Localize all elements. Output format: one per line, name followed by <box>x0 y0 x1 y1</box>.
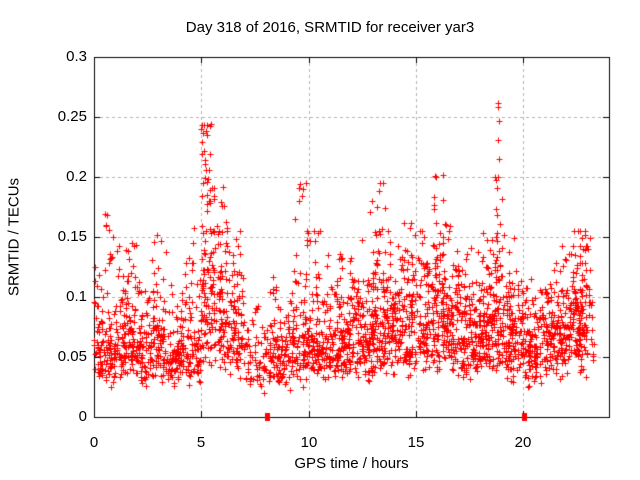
y-tick-label: 0.15 <box>57 228 87 245</box>
x-tick-label: 0 <box>89 434 99 451</box>
x-tick-label: 15 <box>407 434 425 451</box>
x-tick-label: 10 <box>300 434 318 451</box>
x-tick-label: 20 <box>514 434 532 451</box>
x-tick-label: 5 <box>196 434 206 451</box>
y-tick-label: 0.1 <box>66 288 87 305</box>
y-tick-label: 0.05 <box>57 348 87 365</box>
y-tick-label: 0.25 <box>57 108 87 125</box>
y-tick-label: 0.3 <box>66 48 87 65</box>
y-tick-label: 0.2 <box>66 168 87 185</box>
chart-title: Day 318 of 2016, SRMTID for receiver yar… <box>185 19 475 36</box>
y-tick-label: 0 <box>78 408 87 425</box>
x-axis-title: GPS time / hours <box>294 455 409 472</box>
